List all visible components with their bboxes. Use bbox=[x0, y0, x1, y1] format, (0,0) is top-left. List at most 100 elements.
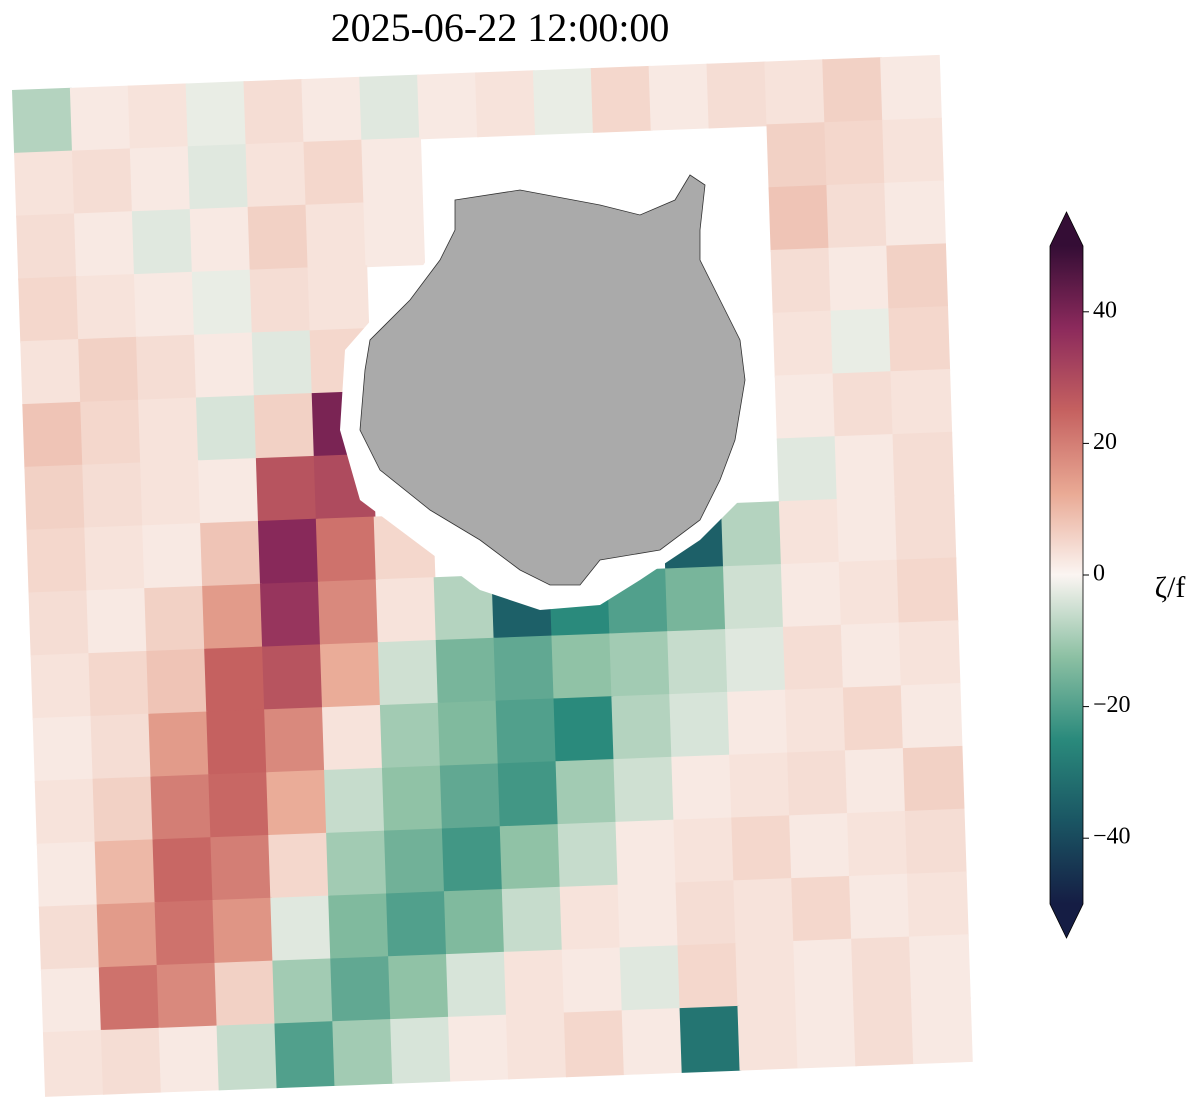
cell bbox=[156, 962, 219, 1030]
cell bbox=[270, 895, 333, 963]
cell bbox=[381, 765, 444, 833]
cell bbox=[906, 871, 969, 939]
cell bbox=[148, 711, 211, 779]
cell bbox=[768, 184, 831, 252]
cell bbox=[42, 1029, 105, 1097]
cell bbox=[249, 267, 312, 335]
cell bbox=[324, 767, 386, 835]
cell bbox=[84, 525, 147, 593]
cell bbox=[782, 624, 845, 692]
cell bbox=[36, 841, 99, 909]
cell bbox=[559, 884, 622, 952]
cell bbox=[832, 371, 895, 439]
cell bbox=[305, 202, 368, 270]
cell bbox=[849, 873, 911, 941]
cell bbox=[328, 893, 390, 961]
cell bbox=[880, 54, 942, 122]
cell bbox=[770, 247, 833, 315]
cell bbox=[834, 433, 897, 501]
cell bbox=[260, 581, 322, 649]
cell bbox=[785, 687, 847, 755]
cell bbox=[590, 65, 653, 133]
cell bbox=[772, 310, 835, 378]
cell bbox=[735, 940, 798, 1008]
cell bbox=[303, 139, 366, 207]
cell bbox=[729, 752, 791, 820]
cell bbox=[243, 78, 306, 146]
cell bbox=[844, 748, 907, 816]
cell bbox=[377, 639, 440, 707]
cell bbox=[195, 395, 258, 463]
cell bbox=[853, 999, 915, 1067]
cell bbox=[898, 620, 961, 688]
cell bbox=[774, 373, 837, 441]
cell bbox=[386, 891, 448, 959]
colorbar: −40 −20 0 20 40 bbox=[1049, 211, 1131, 939]
cell bbox=[384, 828, 446, 896]
cell bbox=[12, 87, 74, 155]
colorbar-outline bbox=[1049, 211, 1084, 939]
cell bbox=[613, 756, 676, 824]
cell bbox=[131, 208, 194, 276]
cell bbox=[551, 633, 614, 701]
cell bbox=[615, 819, 678, 887]
cell bbox=[443, 888, 506, 956]
cell bbox=[138, 397, 200, 465]
cell bbox=[619, 945, 682, 1013]
cell bbox=[90, 713, 153, 781]
cell bbox=[890, 368, 953, 436]
cell bbox=[617, 882, 680, 950]
cell bbox=[206, 709, 268, 777]
cell bbox=[900, 683, 963, 751]
cell bbox=[706, 61, 769, 129]
colorbar-extend-top bbox=[1050, 212, 1083, 246]
cell bbox=[86, 588, 149, 656]
cell bbox=[14, 150, 76, 218]
cell bbox=[28, 590, 91, 658]
cell bbox=[315, 516, 378, 584]
cell bbox=[437, 700, 500, 768]
cell bbox=[417, 72, 479, 140]
cell bbox=[838, 559, 901, 627]
cell bbox=[851, 936, 913, 1004]
cell bbox=[764, 59, 827, 127]
cell bbox=[301, 76, 364, 144]
cell bbox=[648, 63, 711, 131]
cell bbox=[152, 837, 215, 905]
field bbox=[12, 54, 973, 1097]
colorbar-tick-label: −20 bbox=[1093, 692, 1131, 718]
cell bbox=[76, 273, 138, 341]
cell bbox=[884, 180, 946, 248]
cell bbox=[673, 817, 736, 885]
cell bbox=[563, 1010, 626, 1078]
cell bbox=[896, 557, 959, 625]
colorbar-gradient bbox=[1050, 246, 1083, 904]
cell bbox=[158, 1025, 221, 1093]
cell bbox=[441, 826, 504, 894]
cell bbox=[363, 200, 426, 268]
colorbar-label: ζ/f bbox=[1155, 571, 1186, 604]
cell bbox=[198, 458, 260, 526]
cell bbox=[791, 875, 853, 943]
cell bbox=[446, 951, 508, 1019]
cell bbox=[892, 431, 955, 499]
cell bbox=[322, 704, 384, 772]
island bbox=[359, 174, 746, 586]
cell bbox=[909, 934, 971, 1002]
cell bbox=[100, 1027, 163, 1095]
cell bbox=[737, 1003, 800, 1071]
cell bbox=[136, 334, 198, 402]
cell bbox=[268, 832, 330, 900]
cell bbox=[390, 1016, 452, 1084]
cell bbox=[433, 574, 496, 642]
cell bbox=[150, 774, 213, 842]
cell bbox=[475, 70, 537, 138]
cell bbox=[88, 650, 151, 718]
cell bbox=[902, 745, 965, 813]
cell bbox=[266, 769, 328, 837]
cell bbox=[787, 750, 849, 818]
cell bbox=[824, 119, 887, 187]
cell bbox=[503, 949, 566, 1017]
cell bbox=[319, 642, 382, 710]
cell bbox=[245, 141, 308, 209]
